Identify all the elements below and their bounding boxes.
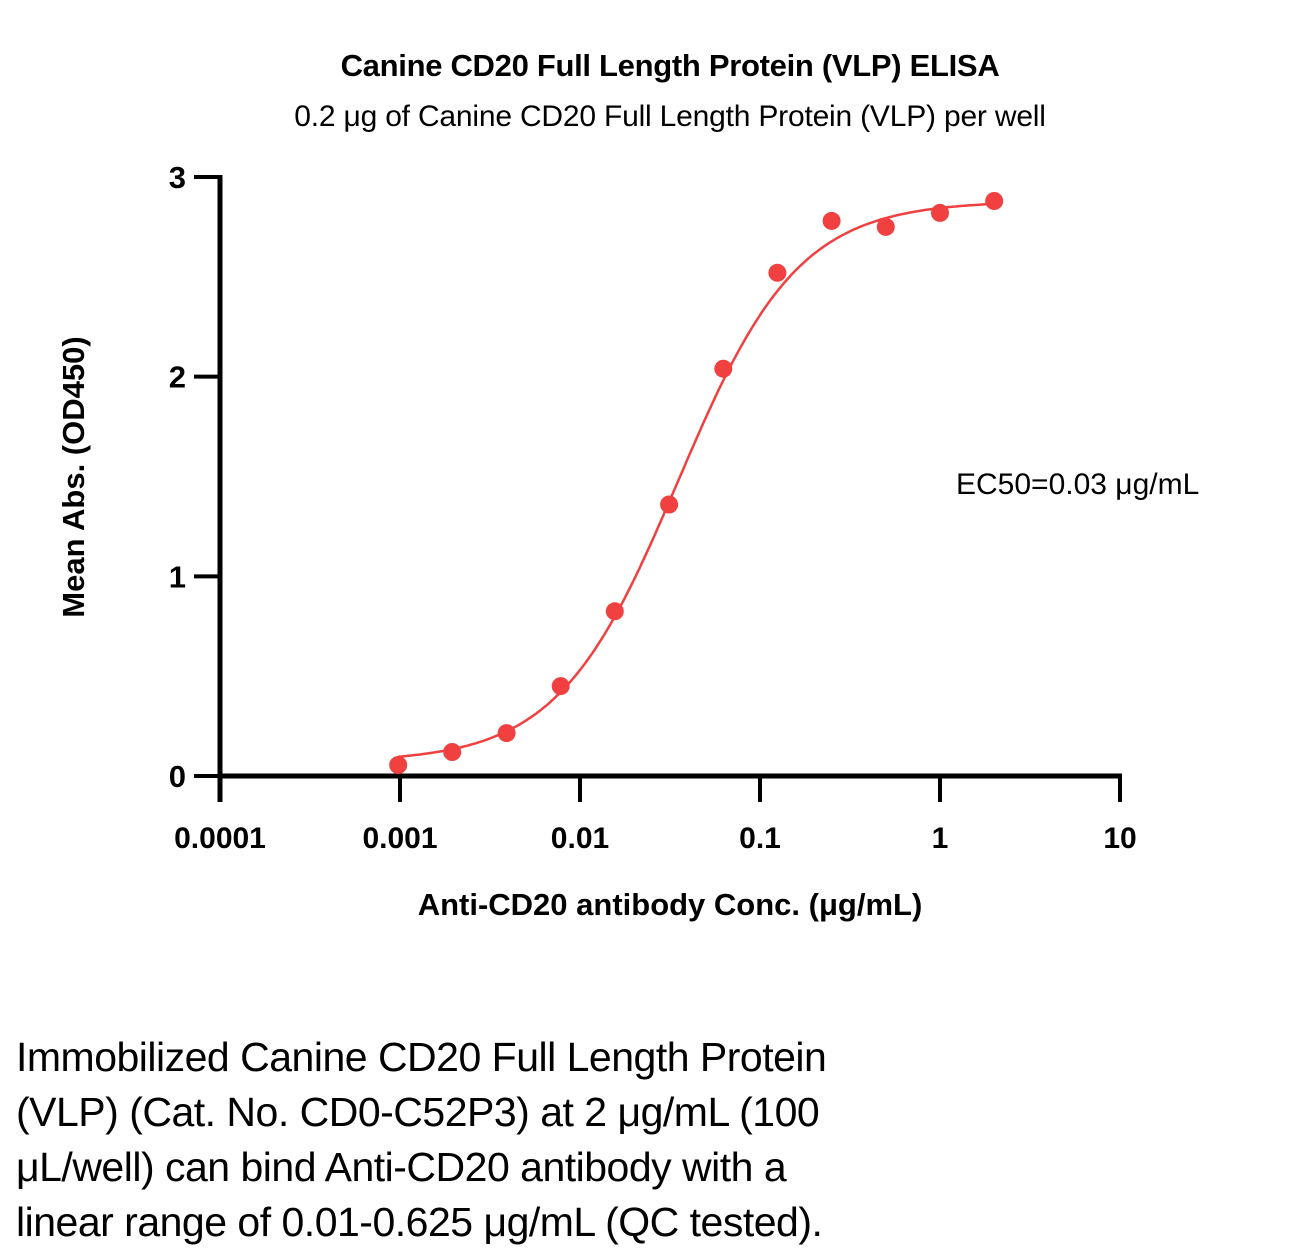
data-point bbox=[389, 756, 408, 774]
caption-line: (VLP) (Cat. No. CD0-C52P3) at 2 μg/mL (1… bbox=[16, 1089, 820, 1135]
chart-subtitle: 0.2 μg of Canine CD20 Full Length Protei… bbox=[294, 100, 1046, 133]
x-tick-label: 0.01 bbox=[551, 822, 609, 855]
x-tick-label: 10 bbox=[1103, 822, 1136, 855]
x-tick-label: 1 bbox=[932, 822, 949, 855]
chart-title: Canine CD20 Full Length Protein (VLP) EL… bbox=[340, 48, 1000, 83]
data-point bbox=[660, 495, 679, 514]
x-tick-label: 0.0001 bbox=[174, 822, 266, 855]
data-point bbox=[985, 192, 1004, 210]
data-points bbox=[389, 192, 1004, 774]
y-axis-label: Mean Abs. (OD450) bbox=[56, 336, 91, 617]
y-tick-label: 1 bbox=[169, 559, 186, 594]
data-point bbox=[497, 724, 516, 743]
data-point bbox=[551, 677, 570, 696]
y-tick-label: 0 bbox=[169, 759, 186, 794]
caption: Immobilized Canine CD20 Full Length Prot… bbox=[16, 1030, 1016, 1250]
ec50-annotation: EC50=0.03 μg/mL bbox=[956, 468, 1199, 501]
data-point bbox=[443, 743, 462, 761]
data-point bbox=[822, 211, 841, 230]
caption-line: linear range of 0.01-0.625 μg/mL (QC tes… bbox=[16, 1199, 823, 1245]
axes: 0 1 2 3 0.0001 0.001 0.01 0.1 1 10 bbox=[169, 160, 1137, 855]
caption-line: μL/well) can bind Anti-CD20 antibody wit… bbox=[16, 1144, 787, 1190]
data-point bbox=[768, 263, 787, 282]
elisa-chart: 0 1 2 3 0.0001 0.001 0.01 0.1 1 10 Mean Abs. (OD4… bbox=[56, 160, 1199, 922]
data-point bbox=[876, 217, 895, 236]
y-tick-label: 3 bbox=[169, 160, 186, 195]
data-point bbox=[714, 359, 733, 378]
x-axis-label: Anti-CD20 antibody Conc. (μg/mL) bbox=[418, 887, 923, 922]
data-point bbox=[931, 203, 949, 222]
fit-curve bbox=[398, 202, 995, 758]
data-point bbox=[605, 602, 624, 621]
y-tick-label: 2 bbox=[169, 360, 186, 395]
caption-line: Immobilized Canine CD20 Full Length Prot… bbox=[16, 1034, 827, 1080]
x-tick-label: 0.001 bbox=[362, 822, 437, 855]
x-tick-label: 0.1 bbox=[739, 822, 781, 855]
